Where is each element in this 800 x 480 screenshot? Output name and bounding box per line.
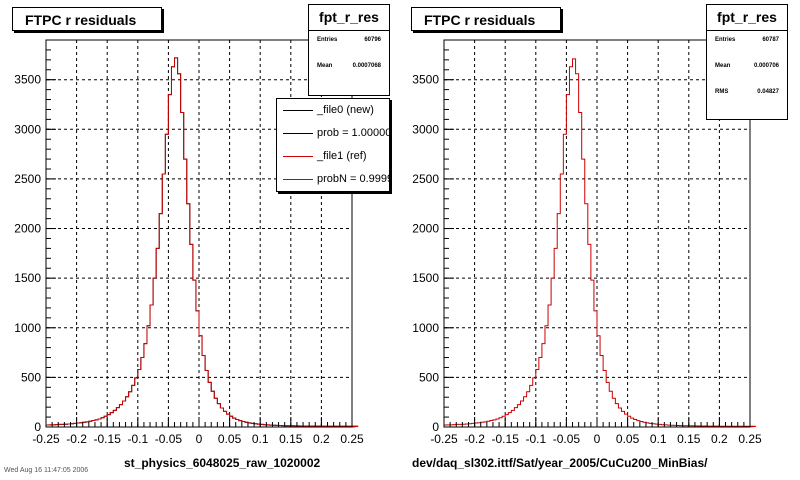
y-tick-label: 2500 bbox=[412, 172, 439, 186]
y-tick-label: 3500 bbox=[14, 73, 41, 87]
legend-entry-prob: prob = 1.000000 bbox=[277, 123, 389, 145]
stats-box-right: fpt_r_res Entries 60787 Mean 0.000706 RM… bbox=[706, 4, 788, 120]
stats-title: fpt_r_res bbox=[309, 5, 389, 31]
x-tick-label: -0.2 bbox=[464, 432, 485, 446]
x-tick-label: -0.1 bbox=[525, 432, 546, 446]
legend-swatch bbox=[283, 179, 313, 180]
legend-swatch bbox=[283, 133, 313, 134]
pad-title-text: FTPC r residuals bbox=[25, 12, 137, 28]
x-tick-label: 0.15 bbox=[279, 432, 303, 446]
y-tick-label: 0 bbox=[34, 420, 41, 434]
x-tick-label: 0 bbox=[196, 432, 203, 446]
x-tick-label: -0.25 bbox=[32, 432, 60, 446]
y-tick-label: 1500 bbox=[412, 271, 439, 285]
pad-title-text: FTPC r residuals bbox=[424, 12, 536, 28]
legend-entry-new: _file0 (new) bbox=[277, 100, 389, 122]
x-tick-label: -0.05 bbox=[155, 432, 183, 446]
x-tick-label: 0.05 bbox=[218, 432, 242, 446]
x-tick-label: 0.25 bbox=[340, 432, 364, 446]
y-tick-label: 1000 bbox=[14, 321, 41, 335]
legend-entry-probn: probN = 0.999999 bbox=[277, 169, 389, 191]
legend-entry-ref: _file1 (ref) bbox=[277, 146, 389, 168]
x-axis-title-left: st_physics_6048025_raw_1020002 bbox=[124, 456, 321, 470]
x-tick-label: 0.2 bbox=[313, 432, 330, 446]
x-tick-label: -0.1 bbox=[127, 432, 148, 446]
x-tick-label: -0.2 bbox=[66, 432, 87, 446]
x-tick-label: 0 bbox=[594, 432, 601, 446]
x-axis-title-right: dev/daq_sl302.ittf/Sat/year_2005/CuCu200… bbox=[412, 456, 708, 470]
y-tick-label: 2000 bbox=[14, 222, 41, 236]
stats-row-rms: RMS 0.04827 bbox=[715, 89, 779, 95]
x-tick-label: -0.15 bbox=[492, 432, 520, 446]
y-tick-label: 2000 bbox=[412, 222, 439, 236]
x-tick-label: -0.05 bbox=[553, 432, 581, 446]
y-tick-label: 2500 bbox=[14, 172, 41, 186]
stats-row-entries: Entries 60787 bbox=[715, 37, 779, 43]
x-tick-label: -0.25 bbox=[430, 432, 458, 446]
x-tick-label: 0.15 bbox=[677, 432, 701, 446]
y-tick-label: 1000 bbox=[412, 321, 439, 335]
legend-swatch bbox=[283, 156, 313, 157]
y-tick-label: 3000 bbox=[14, 122, 41, 136]
y-tick-label: 3500 bbox=[412, 73, 439, 87]
stats-box-left: fpt_r_res Entries 60796 Mean 0.0007068 bbox=[308, 4, 390, 96]
x-tick-label: 0.05 bbox=[616, 432, 640, 446]
stats-title: fpt_r_res bbox=[707, 5, 787, 31]
y-tick-label: 500 bbox=[21, 370, 41, 384]
x-tick-label: 0.25 bbox=[738, 432, 762, 446]
stats-row-mean: Mean 0.000706 bbox=[715, 63, 779, 69]
timestamp-footer: Wed Aug 16 11:47:05 2006 bbox=[4, 467, 89, 474]
x-tick-label: 0.2 bbox=[711, 432, 728, 446]
y-tick-label: 0 bbox=[432, 420, 439, 434]
x-tick-label: 0.1 bbox=[650, 432, 667, 446]
x-tick-label: 0.1 bbox=[252, 432, 269, 446]
y-tick-label: 3000 bbox=[412, 122, 439, 136]
legend-box: _file0 (new) prob = 1.000000 _file1 (ref… bbox=[276, 98, 390, 192]
stats-row-entries: Entries 60796 bbox=[317, 37, 381, 43]
y-tick-label: 500 bbox=[419, 370, 439, 384]
stats-row-mean: Mean 0.0007068 bbox=[317, 63, 381, 69]
x-tick-label: -0.15 bbox=[94, 432, 122, 446]
y-tick-label: 1500 bbox=[14, 271, 41, 285]
pad-title-right: FTPC r residuals bbox=[411, 7, 561, 31]
legend-swatch bbox=[283, 110, 313, 111]
pad-title-left: FTPC r residuals bbox=[12, 7, 162, 31]
